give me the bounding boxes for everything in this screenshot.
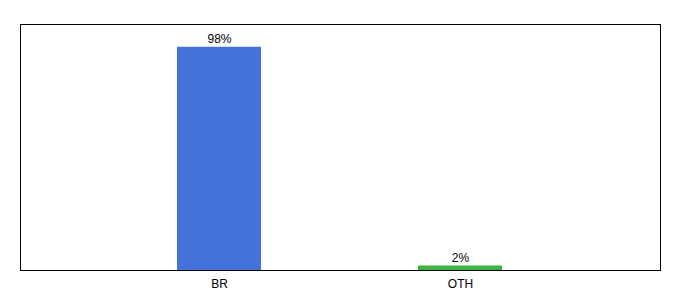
svg-text:OTH: OTH [448,277,473,291]
svg-text:98%: 98% [207,32,231,46]
svg-text:BR: BR [211,277,228,291]
svg-text:2%: 2% [452,251,470,265]
